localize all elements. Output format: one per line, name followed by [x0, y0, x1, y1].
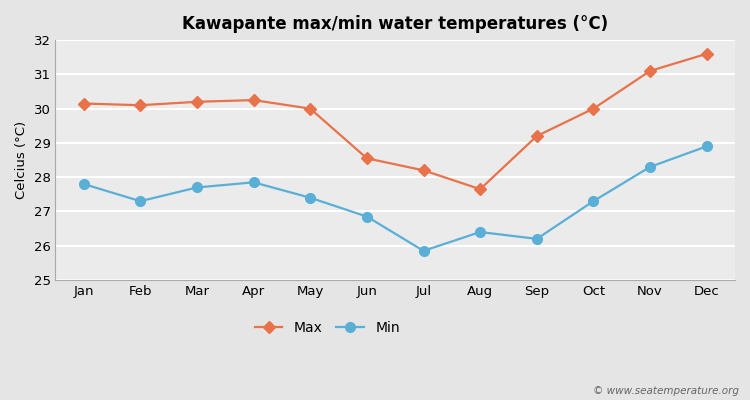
Text: © www.seatemperature.org: © www.seatemperature.org	[592, 386, 739, 396]
Max	[419, 168, 428, 173]
Max	[136, 103, 145, 108]
Line: Max: Max	[80, 50, 711, 193]
Max	[80, 101, 88, 106]
Title: Kawapante max/min water temperatures (°C): Kawapante max/min water temperatures (°C…	[182, 15, 608, 33]
Min	[362, 214, 371, 219]
Max	[249, 98, 258, 102]
Y-axis label: Celcius (°C): Celcius (°C)	[15, 121, 28, 199]
Max	[589, 106, 598, 111]
Min	[532, 236, 542, 241]
Line: Min: Min	[79, 142, 712, 256]
Max	[306, 106, 315, 111]
Max	[362, 156, 371, 161]
Min	[419, 248, 428, 253]
Min	[193, 185, 202, 190]
Min	[702, 144, 711, 149]
Min	[136, 199, 145, 204]
Max	[476, 187, 484, 192]
Min	[80, 182, 88, 186]
Max	[532, 134, 542, 138]
Min	[589, 199, 598, 204]
Min	[306, 195, 315, 200]
Max	[646, 68, 655, 73]
Min	[249, 180, 258, 185]
Min	[646, 164, 655, 169]
Max	[193, 99, 202, 104]
Min	[476, 230, 484, 234]
Max	[702, 52, 711, 56]
Legend: Max, Min: Max, Min	[249, 316, 406, 341]
